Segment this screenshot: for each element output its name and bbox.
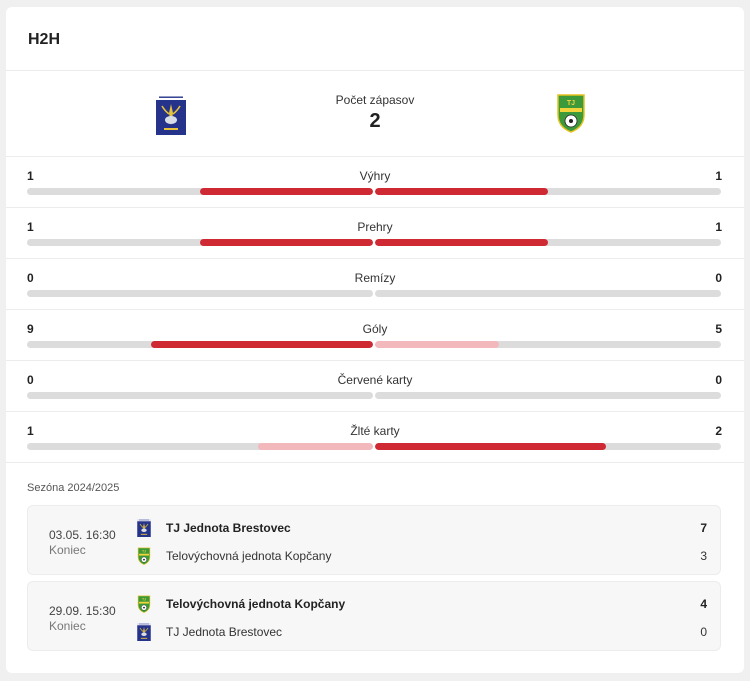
stat-away-bar xyxy=(375,341,721,348)
stat-home-value: 1 xyxy=(27,424,34,438)
match-card[interactable]: 29.09. 15:30 Koniec Telovýchovná jednota… xyxy=(27,581,721,651)
stat-label: Góly xyxy=(362,322,388,336)
stat-home-bar xyxy=(27,392,373,399)
match-home-team[interactable]: TJ Jednota Brestovec xyxy=(166,521,291,535)
match-away-team[interactable]: TJ Jednota Brestovec xyxy=(166,625,283,639)
stat-away-bar xyxy=(375,392,721,399)
divider xyxy=(6,360,744,361)
match-home-score: 4 xyxy=(700,597,707,611)
stat-row: 1 Žlté karty 2 xyxy=(6,411,744,462)
matches-count-value: 2 xyxy=(369,110,381,132)
stat-row: 0 Remízy 0 xyxy=(6,258,744,309)
kopcany-crest-icon xyxy=(137,547,151,565)
stat-away-bar-fill xyxy=(375,188,548,195)
divider xyxy=(6,411,744,412)
match-status: Koniec xyxy=(49,619,86,633)
stat-home-bar-fill xyxy=(200,188,373,195)
kopcany-crest-icon xyxy=(137,595,151,613)
match-home-team[interactable]: Telovýchovná jednota Kopčany xyxy=(166,597,346,611)
stat-away-value: 1 xyxy=(715,220,722,234)
match-home-row: Telovýchovná jednota Kopčany 4 xyxy=(137,594,707,614)
stat-home-value: 1 xyxy=(27,220,34,234)
stat-away-bar-fill xyxy=(375,239,548,246)
match-home-row: TJ Jednota Brestovec 7 xyxy=(137,518,707,538)
match-card[interactable]: 03.05. 16:30 Koniec TJ Jednota Brestovec… xyxy=(27,505,721,575)
stat-home-bar xyxy=(27,188,373,195)
match-date: 29.09. 15:30 xyxy=(49,604,116,618)
stat-row: 9 Góly 5 xyxy=(6,309,744,360)
stat-label: Prehry xyxy=(357,220,393,234)
stat-home-value: 0 xyxy=(27,373,34,387)
stat-away-value: 5 xyxy=(715,322,722,336)
stat-label: Remízy xyxy=(354,271,396,285)
stat-home-value: 1 xyxy=(27,169,34,183)
stat-home-bar xyxy=(27,341,373,348)
stat-label: Žlté karty xyxy=(350,424,400,438)
season-label: Sezóna 2024/2025 xyxy=(27,482,120,494)
stat-row: 1 Výhry 1 xyxy=(6,157,744,207)
match-home-score: 7 xyxy=(700,521,707,535)
brestovec-crest-icon xyxy=(137,623,151,641)
kopcany-crest-icon[interactable] xyxy=(556,93,586,133)
match-status: Koniec xyxy=(49,543,86,557)
divider xyxy=(6,70,744,71)
stat-home-bar xyxy=(27,443,373,450)
match-date: 03.05. 16:30 xyxy=(49,528,116,542)
h2h-card: H2H Počet zápasov 2 1 Výhry 1 1 Prehry 1… xyxy=(6,7,744,673)
match-away-row: TJ Jednota Brestovec 0 xyxy=(137,622,707,642)
stat-away-value: 0 xyxy=(715,373,722,387)
divider xyxy=(6,462,744,463)
stat-away-value: 1 xyxy=(715,169,722,183)
stat-away-bar xyxy=(375,443,721,450)
stat-home-bar-fill xyxy=(150,341,373,348)
stat-home-value: 0 xyxy=(27,271,34,285)
stat-away-value: 0 xyxy=(715,271,722,285)
match-away-score: 3 xyxy=(700,549,707,563)
matches-count-label: Počet zápasov xyxy=(335,93,415,107)
match-away-team[interactable]: Telovýchovná jednota Kopčany xyxy=(166,549,332,563)
h2h-title: H2H xyxy=(28,31,61,48)
divider xyxy=(6,207,744,208)
divider xyxy=(6,156,744,157)
stat-away-bar xyxy=(375,290,721,297)
match-away-row: Telovýchovná jednota Kopčany 3 xyxy=(137,546,707,566)
stat-label: Červené karty xyxy=(337,373,413,387)
stat-row: 1 Prehry 1 xyxy=(6,207,744,258)
divider xyxy=(6,258,744,259)
stat-home-bar-fill xyxy=(200,239,373,246)
stat-away-bar xyxy=(375,188,721,195)
stat-away-bar-fill xyxy=(375,341,499,348)
match-away-score: 0 xyxy=(700,625,707,639)
stat-label: Výhry xyxy=(359,169,391,183)
stat-home-bar-fill xyxy=(257,443,373,450)
brestovec-crest-icon xyxy=(137,519,151,537)
stat-home-bar xyxy=(27,239,373,246)
stat-away-value: 2 xyxy=(715,424,722,438)
stat-away-bar xyxy=(375,239,721,246)
stat-home-bar xyxy=(27,290,373,297)
divider xyxy=(6,309,744,310)
stat-row: 0 Červené karty 0 xyxy=(6,360,744,411)
stat-away-bar-fill xyxy=(375,443,606,450)
stat-home-value: 9 xyxy=(27,322,34,336)
